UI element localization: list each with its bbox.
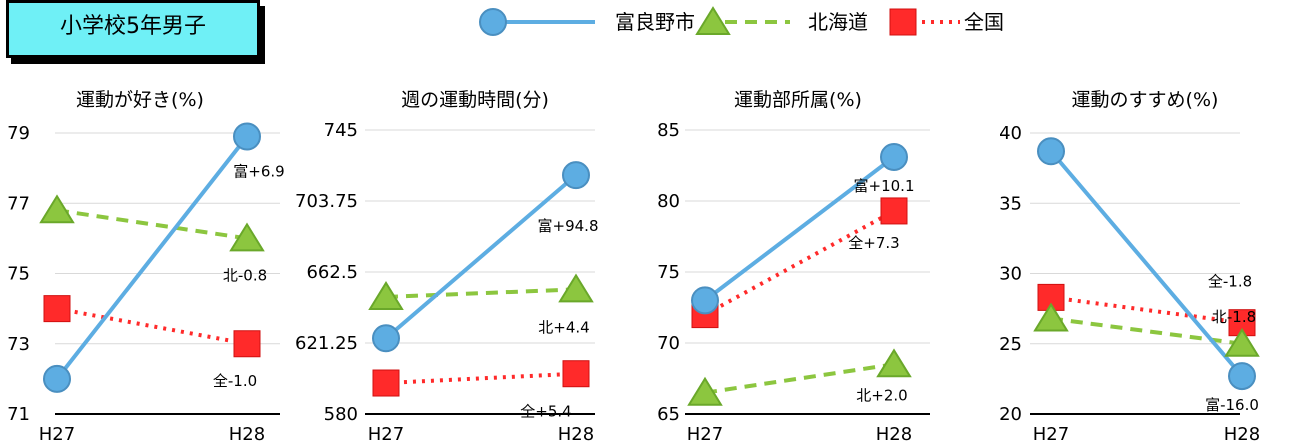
data-point-square bbox=[43, 295, 71, 323]
x-tick-label: H28 bbox=[1224, 424, 1260, 445]
data-point-circle bbox=[880, 142, 908, 171]
y-tick-label: 703.75 bbox=[295, 191, 358, 212]
y-tick-label: 745 bbox=[324, 120, 358, 141]
legend-marker-square bbox=[889, 8, 917, 36]
data-label: 北+4.4 bbox=[538, 318, 589, 336]
x-tick-label: H27 bbox=[1033, 424, 1069, 445]
x-tick-label: H28 bbox=[558, 424, 594, 445]
data-point-circle bbox=[691, 286, 719, 315]
data-label: 全+7.3 bbox=[848, 234, 899, 252]
data-point-triangle bbox=[876, 348, 912, 378]
data-point-circle bbox=[233, 122, 261, 151]
y-tick-label: 580 bbox=[324, 404, 358, 425]
data-label: 全-1.0 bbox=[213, 372, 257, 390]
data-point-triangle bbox=[368, 281, 404, 310]
series-line-square bbox=[385, 371, 577, 386]
series-line-circle bbox=[55, 135, 249, 381]
data-point-square bbox=[233, 330, 261, 358]
x-tick-label: H27 bbox=[39, 424, 75, 445]
chart-title: 週の運動時間(分) bbox=[401, 89, 549, 111]
x-tick-label: H28 bbox=[876, 424, 912, 445]
x-tick-label: H27 bbox=[368, 424, 404, 445]
series-line-circle bbox=[384, 173, 578, 340]
data-label: 全-1.8 bbox=[1208, 273, 1252, 291]
data-label: 北-1.8 bbox=[1212, 308, 1256, 326]
y-tick-label: 71 bbox=[7, 404, 30, 425]
data-point-triangle bbox=[39, 194, 75, 224]
data-point-circle bbox=[562, 161, 590, 190]
series-line-triangle bbox=[56, 208, 248, 241]
legend-label: 北海道 bbox=[808, 10, 868, 34]
series-line-triangle bbox=[704, 362, 895, 395]
data-point-circle bbox=[1037, 137, 1065, 166]
y-tick-label: 662.5 bbox=[306, 262, 358, 283]
x-tick-label: H28 bbox=[229, 424, 265, 445]
x-tick-label: H27 bbox=[687, 424, 723, 445]
y-tick-label: 75 bbox=[657, 262, 680, 283]
data-point-triangle bbox=[687, 376, 723, 406]
series-line-circle bbox=[703, 155, 896, 302]
y-tick-label: 85 bbox=[657, 120, 680, 141]
data-point-circle bbox=[1228, 362, 1256, 391]
y-tick-label: 75 bbox=[7, 264, 30, 285]
data-label: 全+5.4 bbox=[520, 403, 571, 421]
data-label: 富+6.9 bbox=[233, 163, 284, 181]
legend-label: 全国 bbox=[964, 10, 1004, 34]
data-point-square bbox=[562, 360, 590, 388]
y-tick-label: 621.25 bbox=[295, 333, 358, 354]
data-point-circle bbox=[43, 364, 71, 393]
data-point-triangle bbox=[229, 222, 265, 252]
data-point-circle bbox=[372, 324, 400, 353]
series-line-triangle bbox=[385, 287, 577, 299]
y-tick-label: 40 bbox=[999, 123, 1022, 144]
data-point-square bbox=[372, 369, 400, 397]
chart-group-title: 小学校5年男子 bbox=[6, 0, 260, 58]
data-label: 北-0.8 bbox=[223, 266, 267, 284]
chart-title: 運動のすすめ(%) bbox=[1072, 89, 1219, 111]
y-tick-label: 25 bbox=[999, 334, 1022, 355]
legend-label: 富良野市 bbox=[615, 10, 695, 34]
data-point-triangle bbox=[1033, 302, 1069, 332]
data-point-triangle bbox=[1224, 327, 1260, 357]
data-point-triangle bbox=[558, 273, 594, 303]
y-tick-label: 35 bbox=[999, 193, 1022, 214]
y-tick-label: 77 bbox=[7, 193, 30, 214]
data-label: 北+2.0 bbox=[856, 386, 907, 404]
y-tick-label: 70 bbox=[657, 333, 680, 354]
y-tick-label: 20 bbox=[999, 404, 1022, 425]
series-line-square bbox=[56, 306, 248, 346]
y-tick-label: 30 bbox=[999, 264, 1022, 285]
chart-title: 運動部所属(%) bbox=[734, 89, 862, 111]
chart-title: 運動が好き(%) bbox=[76, 89, 204, 111]
y-tick-label: 65 bbox=[657, 404, 680, 425]
legend-marker-circle bbox=[479, 8, 507, 36]
data-label: 富-16.0 bbox=[1205, 396, 1259, 414]
data-label: 富+94.8 bbox=[538, 217, 599, 235]
y-tick-label: 79 bbox=[7, 123, 30, 144]
series-line-circle bbox=[1049, 149, 1244, 378]
data-point-square bbox=[880, 197, 908, 225]
y-tick-label: 80 bbox=[657, 191, 680, 212]
data-label: 富+10.1 bbox=[854, 177, 915, 195]
y-tick-label: 73 bbox=[7, 334, 30, 355]
legend-marker-triangle bbox=[695, 6, 731, 35]
